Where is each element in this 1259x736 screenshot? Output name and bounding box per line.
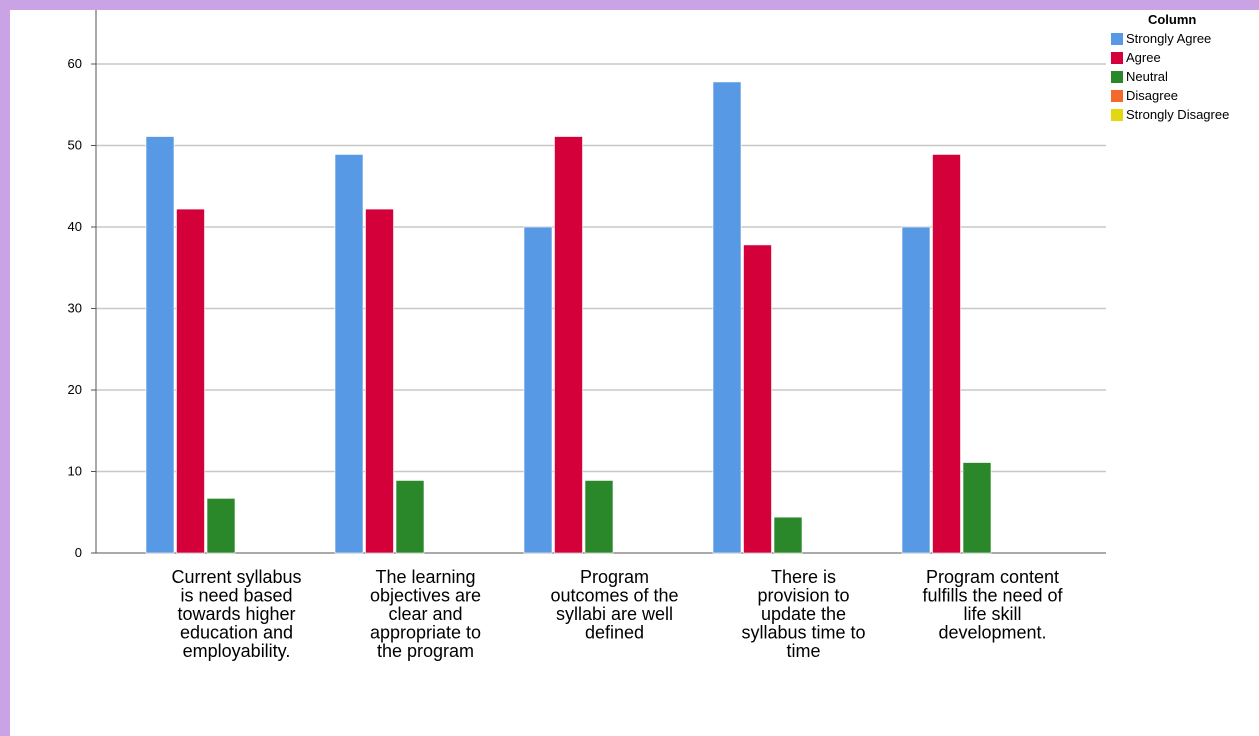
category-label-line: provision to: [757, 586, 849, 606]
bar-agree: [932, 154, 961, 554]
bar-neutral: [584, 480, 614, 554]
legend-item: Agree: [1111, 48, 1229, 67]
y-tick-label: 50: [68, 138, 82, 153]
category-label-line: towards higher: [177, 604, 295, 624]
y-tick-label: 10: [68, 464, 82, 479]
category-label-line: syllabi are well: [556, 604, 673, 624]
category-label-line: outcomes of the: [550, 586, 678, 606]
legend-label: Strongly Agree: [1126, 31, 1212, 46]
bar-agree: [554, 136, 583, 554]
legend-items: Strongly Agree Agree Neutral Disagree Strong…: [1111, 29, 1229, 124]
bar-neutral: [773, 516, 803, 554]
bar-strongly-agree: [523, 226, 553, 554]
bar-strongly-agree: [145, 136, 175, 554]
category-label-line: objectives are: [370, 586, 481, 606]
y-tick-label: 30: [68, 301, 82, 316]
category-label-line: update the: [761, 604, 846, 624]
legend-swatch: [1111, 89, 1123, 102]
category-label-line: appropriate to: [370, 623, 481, 643]
bar-strongly-agree: [901, 226, 931, 554]
legend-label: Strongly Disagree: [1126, 107, 1230, 122]
y-tick-label: 40: [68, 219, 82, 234]
bar-agree: [176, 208, 205, 554]
category-label-line: education and: [180, 623, 293, 643]
category-label-line: The learning: [375, 567, 475, 587]
category-label-line: Current syllabus: [171, 567, 301, 587]
category-label-line: is need based: [180, 586, 292, 606]
category-label-line: time: [786, 641, 820, 661]
category-label-line: clear and: [388, 604, 462, 624]
bars: [145, 81, 992, 554]
y-tick-label: 60: [68, 56, 82, 71]
bar-neutral: [962, 462, 992, 554]
legend-title: Column: [1147, 12, 1197, 27]
legend-swatch: [1111, 70, 1123, 83]
legend: Column Strongly Agree Agree Neutral Disagre…: [1111, 11, 1229, 124]
y-tick-label: 0: [75, 545, 82, 560]
legend-item: Strongly Disagree: [1111, 105, 1229, 124]
bar-neutral: [206, 498, 236, 554]
bar-agree: [743, 244, 772, 554]
y-tick-labels: 0 10 20 30 40 50 60: [68, 56, 82, 560]
legend-item: Strongly Agree: [1111, 29, 1229, 48]
legend-swatch: [1111, 108, 1123, 121]
category-label-line: fulfills the need of: [922, 586, 1063, 606]
bar-neutral: [395, 480, 425, 554]
category-label-line: There is: [771, 567, 836, 587]
chart-frame: 0 10 20 30 40 50 60 Current syllabus is need ba…: [10, 10, 1259, 736]
y-tick-label: 20: [68, 382, 82, 397]
legend-swatch: [1111, 32, 1123, 45]
category-label-line: employability.: [183, 641, 291, 661]
bar-agree: [365, 208, 394, 554]
legend-item: Disagree: [1111, 86, 1229, 105]
category-label-line: syllabus time to: [741, 623, 865, 643]
bar-strongly-agree: [712, 81, 742, 554]
category-label-line: Program: [580, 567, 649, 587]
category-label-line: defined: [585, 623, 644, 643]
legend-label: Disagree: [1126, 88, 1179, 103]
category-label-line: the program: [377, 641, 474, 661]
bar-strongly-agree: [334, 154, 364, 554]
category-label-line: Program content: [926, 567, 1059, 587]
legend-item: Neutral: [1111, 67, 1229, 86]
category-label-line: development.: [938, 623, 1046, 643]
legend-label: Agree: [1126, 50, 1161, 65]
legend-swatch: [1111, 51, 1123, 64]
legend-label: Neutral: [1126, 69, 1168, 84]
category-label-line: life skill: [963, 604, 1021, 624]
